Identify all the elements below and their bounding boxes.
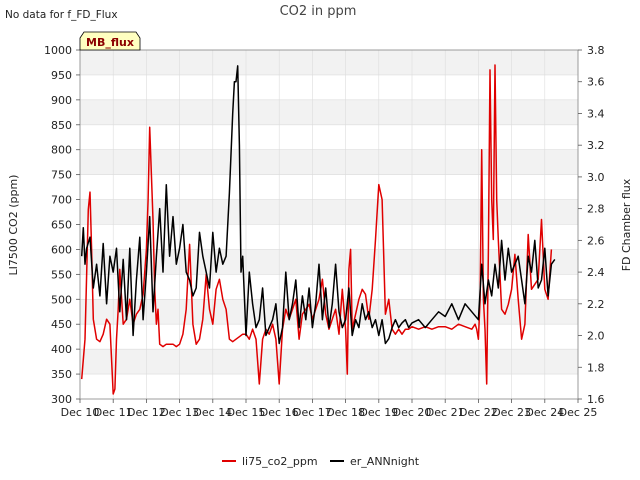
x-tick-label-7: Dec 17 [293, 406, 332, 419]
x-tick-label-4: Dec 14 [193, 406, 232, 419]
x-tick-label-12: Dec 22 [459, 406, 498, 419]
y2-axis-ticks: 1.6 1.8 2.0 2.2 2.4 2.6 2.8 3.0 3.2 3.4 3.6 3.8 [578, 44, 605, 406]
band-850 [80, 99, 578, 125]
band-750 [80, 149, 578, 175]
mb-flux-badge: MB_flux [79, 31, 141, 51]
y2-tick-label-11: 3.8 [587, 44, 605, 57]
x-tick-label-14: Dec 24 [525, 406, 564, 419]
series-layer [80, 64, 556, 395]
y2-axis-title: FD Chamber flux [620, 178, 633, 271]
y2-tick-label-10: 3.6 [587, 76, 605, 89]
y-tick-label-8: 700 [51, 194, 72, 207]
band-650 [80, 199, 578, 225]
badge-box [79, 31, 141, 51]
x-tick-label-0: Dec 10 [61, 406, 100, 419]
y2-tick-label-3: 2.2 [587, 298, 605, 311]
y-tick-label-11: 850 [51, 119, 72, 132]
x-tick-label-13: Dec 23 [492, 406, 531, 419]
y-tick-label-0: 300 [51, 393, 72, 406]
y-axis-title: LI7500 CO2 (ppm) [7, 175, 20, 276]
y-tick-label-4: 500 [51, 293, 72, 306]
y2-tick-label-7: 3.0 [587, 171, 605, 184]
y-tick-label-9: 750 [51, 169, 72, 182]
legend-label-li75: li75_co2_ppm [242, 455, 318, 468]
series-line-er-annnight [80, 65, 556, 345]
y2-tick-label-6: 2.8 [587, 203, 605, 216]
legend: li75_co2_ppm er_ANNnight [222, 455, 420, 468]
y-tick-label-12: 900 [51, 94, 72, 107]
y-tick-label-7: 650 [51, 219, 72, 232]
y-tick-label-14: 1000 [44, 44, 72, 57]
y2-tick-label-9: 3.4 [587, 107, 605, 120]
x-tick-label-8: Dec 18 [326, 406, 365, 419]
no-data-note: No data for f_FD_Flux [5, 9, 118, 21]
x-tick-label-6: Dec 16 [260, 406, 299, 419]
x-tick-label-10: Dec 20 [393, 406, 432, 419]
x-tick-label-3: Dec 13 [160, 406, 199, 419]
y-tick-label-3: 450 [51, 318, 72, 331]
y-tick-label-13: 950 [51, 69, 72, 82]
band-950 [80, 50, 578, 75]
y2-tick-label-8: 3.2 [587, 139, 605, 152]
y2-tick-label-1: 1.8 [587, 361, 605, 374]
band-350 [80, 349, 578, 375]
x-tick-label-1: Dec 11 [94, 406, 133, 419]
x-tick-label-11: Dec 21 [426, 406, 465, 419]
y-tick-label-10: 800 [51, 144, 72, 157]
y-tick-label-2: 400 [51, 343, 72, 356]
x-tick-label-15: Dec 25 [559, 406, 598, 419]
y2-tick-label-5: 2.6 [587, 234, 605, 247]
legend-label-er-annnight: er_ANNnight [350, 455, 420, 468]
y2-tick-label-2: 2.0 [587, 330, 605, 343]
y-tick-label-5: 550 [51, 268, 72, 281]
chart-title: CO2 in ppm [280, 4, 357, 19]
y-tick-label-1: 350 [51, 368, 72, 381]
y2-tick-label-0: 1.6 [587, 393, 605, 406]
x-tick-label-2: Dec 12 [127, 406, 166, 419]
y-axis-ticks: 300 350 400 450 500 550 600 650 700 750 800 850 900 9… [44, 44, 80, 406]
y-tick-label-6: 600 [51, 243, 72, 256]
x-tick-label-9: Dec 19 [359, 406, 398, 419]
y2-tick-label-4: 2.4 [587, 266, 605, 279]
badge-label: MB_flux [86, 36, 134, 49]
x-tick-label-5: Dec 15 [227, 406, 266, 419]
